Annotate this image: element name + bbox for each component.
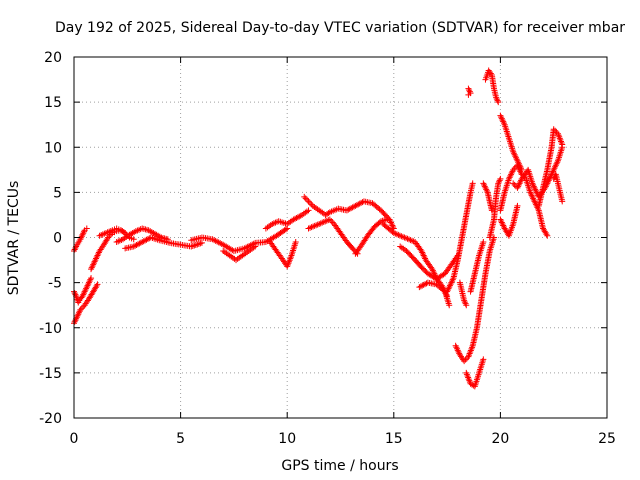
data-point (252, 243, 259, 250)
data-point (328, 217, 335, 224)
data-point (469, 180, 476, 187)
data-point (418, 264, 425, 271)
data-point (191, 242, 198, 249)
data-point (130, 236, 137, 243)
y-tick-label: 5 (53, 185, 62, 201)
data-points (71, 67, 566, 390)
data-point (466, 87, 473, 94)
x-tick-label: 25 (598, 431, 616, 447)
data-point (305, 207, 312, 214)
x-tick-label: 0 (70, 431, 79, 447)
y-tick-label: 20 (44, 50, 62, 66)
y-tick-label: -15 (39, 366, 62, 382)
data-point (465, 91, 472, 98)
data-point (510, 180, 517, 187)
data-point (94, 281, 101, 288)
data-point (463, 302, 470, 309)
data-point (480, 239, 487, 246)
x-tick-label: 10 (278, 431, 296, 447)
data-point (461, 299, 468, 306)
data-point (198, 239, 205, 246)
data-point (297, 212, 304, 219)
y-tick-label: 10 (44, 140, 62, 156)
data-point (421, 266, 428, 273)
data-point (305, 198, 312, 205)
data-point (384, 216, 391, 223)
y-tick-labels: -20 -15 -10 -5 0 5 10 15 20 (39, 50, 62, 427)
data-point (422, 268, 429, 275)
data-point (301, 193, 308, 200)
y-tick-label: 0 (53, 231, 62, 247)
chart-title: Day 192 of 2025, Sidereal Day-to-day VTE… (55, 20, 625, 36)
data-point (488, 207, 495, 214)
data-point (446, 302, 453, 309)
data-point (480, 356, 487, 363)
data-point (302, 195, 309, 202)
data-point (88, 275, 95, 282)
data-point (493, 96, 500, 103)
y-tick-label: -5 (48, 276, 62, 292)
x-axis-label: GPS time / hours (281, 458, 398, 474)
data-point (83, 225, 90, 232)
y-tick-label: -20 (39, 411, 62, 427)
data-point (189, 243, 196, 250)
data-point (514, 202, 521, 209)
data-point (282, 226, 289, 233)
data-point (304, 196, 311, 203)
data-point (292, 239, 299, 246)
y-tick-label: -10 (39, 321, 62, 337)
x-tick-label: 15 (385, 431, 403, 447)
data-point (419, 265, 426, 272)
data-point (325, 210, 332, 217)
data-point (93, 282, 100, 289)
x-tick-labels: 0 5 10 15 20 25 (70, 431, 616, 447)
y-axis-label: SDTVAR / TECUs (6, 181, 22, 296)
data-point (559, 141, 566, 148)
data-point (497, 175, 504, 182)
y-tick-label: 15 (44, 95, 62, 111)
data-point (495, 99, 502, 106)
x-tick-label: 20 (491, 431, 509, 447)
data-point (544, 232, 551, 239)
data-point (192, 241, 199, 248)
data-point (306, 199, 313, 206)
data-point (194, 241, 201, 248)
data-point (559, 198, 566, 205)
data-point (543, 231, 550, 238)
x-tick-label: 5 (176, 431, 185, 447)
data-point (466, 88, 473, 95)
data-point (495, 178, 502, 185)
data-point (308, 201, 315, 208)
axis-ticks (73, 56, 608, 419)
